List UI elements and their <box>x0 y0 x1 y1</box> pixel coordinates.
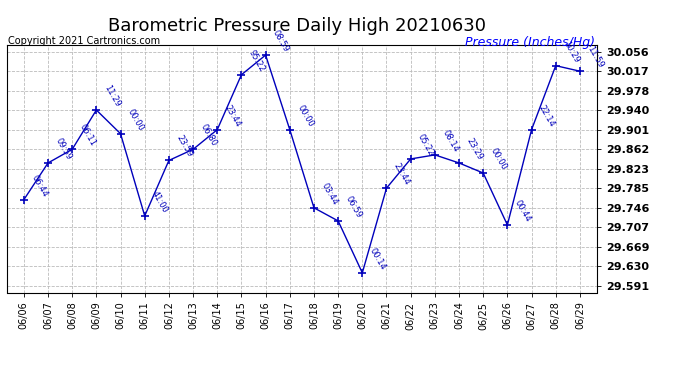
Text: 05:22: 05:22 <box>416 132 436 158</box>
Text: 95:22: 95:22 <box>247 48 266 74</box>
Text: 09:59: 09:59 <box>54 136 73 162</box>
Text: 00:00: 00:00 <box>489 147 509 172</box>
Text: 00:44: 00:44 <box>513 198 533 223</box>
Text: 08:14: 08:14 <box>440 128 460 153</box>
Text: Pressure (Inches/Hg): Pressure (Inches/Hg) <box>465 36 595 49</box>
Text: 11:29: 11:29 <box>102 84 121 109</box>
Text: 00:00: 00:00 <box>295 103 315 128</box>
Text: 06:59: 06:59 <box>344 194 364 219</box>
Text: 03:44: 03:44 <box>319 181 339 206</box>
Text: 00:00: 00:00 <box>126 107 146 132</box>
Text: 06:44: 06:44 <box>30 173 49 198</box>
Text: 06:11: 06:11 <box>78 123 97 148</box>
Text: 08:59: 08:59 <box>271 28 291 54</box>
Text: Copyright 2021 Cartronics.com: Copyright 2021 Cartronics.com <box>8 36 160 46</box>
Text: Barometric Pressure Daily High 20210630: Barometric Pressure Daily High 20210630 <box>108 17 486 35</box>
Text: 23:29: 23:29 <box>464 136 484 162</box>
Text: 23:59: 23:59 <box>175 134 194 159</box>
Text: 06:80: 06:80 <box>199 123 219 148</box>
Text: 23:44: 23:44 <box>223 103 243 128</box>
Text: 00:14: 00:14 <box>368 246 388 272</box>
Text: 11:59: 11:59 <box>586 45 605 70</box>
Text: 10:29: 10:29 <box>561 39 581 64</box>
Text: 22:14: 22:14 <box>537 103 557 128</box>
Text: 23:44: 23:44 <box>392 162 412 187</box>
Text: 41:00: 41:00 <box>150 189 170 214</box>
